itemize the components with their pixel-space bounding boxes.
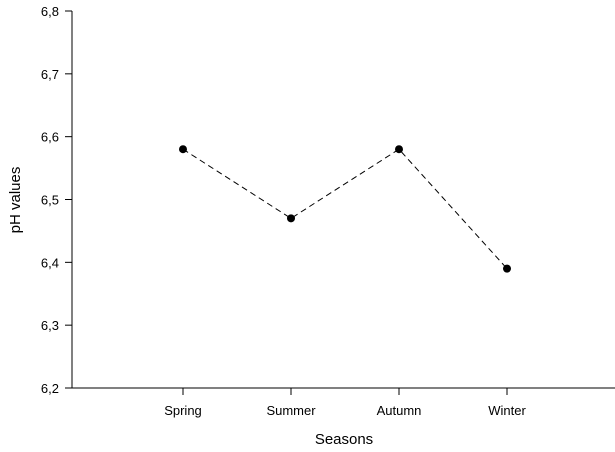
- y-axis: 6,2 6,3 6,4 6,5 6,6 6,7 6,8: [41, 4, 73, 396]
- x-axis-title: Seasons: [315, 431, 373, 448]
- data-point: [395, 145, 403, 154]
- y-tick-label: 6,2: [41, 381, 59, 396]
- y-tick-label: 6,4: [41, 255, 59, 270]
- x-tick-label: Autumn: [377, 403, 422, 418]
- series-layer: [179, 145, 511, 273]
- y-tick-label: 6,6: [41, 130, 59, 145]
- x-tick-label: Winter: [488, 403, 526, 418]
- series-line: [182, 148, 508, 269]
- data-point: [179, 145, 187, 154]
- y-tick-label: 6,8: [41, 4, 59, 19]
- data-point: [503, 264, 511, 273]
- x-axis: Spring Summer Autumn Winter: [72, 387, 615, 418]
- x-tick-label: Spring: [164, 403, 202, 418]
- y-axis-title: pH values: [7, 167, 24, 234]
- y-tick-label: 6,7: [41, 67, 59, 82]
- data-point: [287, 214, 295, 223]
- x-tick-label: Summer: [266, 403, 316, 418]
- y-tick-label: 6,5: [41, 193, 59, 208]
- y-tick-label: 6,3: [41, 318, 59, 333]
